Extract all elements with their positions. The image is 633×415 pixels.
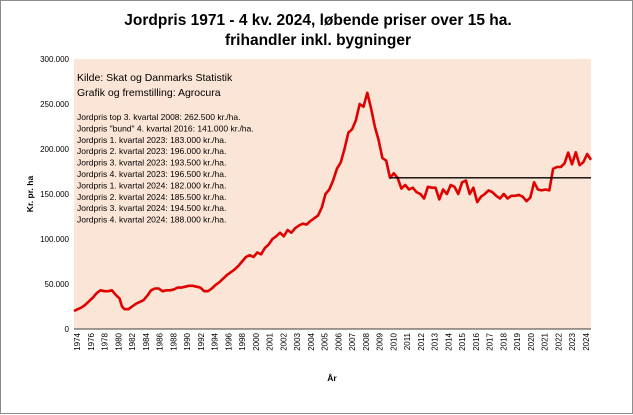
x-tick-label: 1986: [156, 332, 165, 350]
x-tick-label: 2023: [568, 332, 577, 350]
x-tick-label: 2007: [348, 332, 357, 350]
x-tick-label: 1998: [238, 332, 247, 350]
source-line-1: Kilde: Skat og Danmarks Statistik: [77, 72, 233, 84]
y-tick-label: 300.000: [40, 55, 69, 64]
x-tick-label: 2016: [472, 332, 481, 350]
x-tick-label: 2005: [321, 332, 330, 350]
x-tick-label: 1992: [197, 332, 206, 350]
x-tick-label: 1996: [224, 332, 233, 350]
note-line: Jordpris 3. kvartal 2023: 193.500 kr./ha…: [77, 158, 226, 168]
x-tick-label: 2000: [252, 332, 261, 350]
x-tick-label: 2017: [486, 332, 495, 350]
y-axis-title: Kr. pr. ha: [25, 176, 35, 213]
y-tick-label: 150.000: [40, 190, 69, 199]
x-tick-label: 2020: [527, 332, 536, 350]
note-line: Jordpris 4. kvartal 2024: 188.000 kr./ha…: [77, 215, 226, 225]
x-tick-label: 2014: [444, 332, 453, 350]
x-tick-label: 1984: [142, 332, 151, 350]
x-tick-label: 2008: [362, 332, 371, 350]
note-line: Jordpris top 3. kvartal 2008: 262.500 kr…: [77, 112, 241, 122]
y-axis-ticks: 0 50.000 100.000 150.000 200.000 250.000 300.0…: [40, 55, 69, 334]
x-axis-ticks: 1974 1976 1978 1980 1982 1984 1986 1988 1990 1992…: [73, 332, 591, 350]
note-line: Jordpris "bund" 4. kvartal 2016: 141.000…: [77, 123, 254, 133]
x-tick-label: 1982: [128, 332, 137, 350]
x-tick-label: 2011: [403, 332, 412, 350]
x-tick-label: 2022: [554, 332, 563, 350]
x-tick-label: 2004: [307, 332, 316, 350]
y-tick-label: 250.000: [40, 100, 69, 109]
x-tick-label: 2018: [499, 332, 508, 350]
y-tick-label: 100.000: [40, 235, 69, 244]
x-tick-label: 2024: [582, 332, 591, 350]
x-tick-label: 1990: [183, 332, 192, 350]
x-tick-label: 1988: [169, 332, 178, 350]
y-tick-label: 200.000: [40, 145, 69, 154]
x-tick-label: 2010: [389, 332, 398, 350]
chart-subtitle: frihandler inkl. bygninger: [225, 32, 411, 49]
y-tick-label: 0: [65, 325, 70, 334]
x-tick-label: 1974: [73, 332, 82, 350]
x-tick-label: 2003: [293, 332, 302, 350]
note-line: Jordpris 2. kvartal 2024: 185.500 kr./ha…: [77, 192, 226, 202]
note-line: Jordpris 1. kvartal 2024: 182.000 kr./ha…: [77, 180, 226, 190]
price-series-line: [73, 91, 593, 313]
x-tick-label: 1978: [101, 332, 110, 350]
notes-block: Jordpris top 3. kvartal 2008: 262.500 kr…: [77, 112, 254, 225]
x-tick-label: 2019: [513, 332, 522, 350]
note-line: Jordpris 4. kvartal 2023: 196.500 kr./ha…: [77, 169, 226, 179]
x-tick-label: 1994: [211, 332, 220, 350]
note-line: Jordpris 2. kvartal 2023: 196.000 kr./ha…: [77, 146, 226, 156]
x-tick-label: 2013: [431, 332, 440, 350]
y-tick-label: 50.000: [45, 280, 70, 289]
x-tick-label: 2001: [266, 332, 275, 350]
x-tick-label: 2009: [376, 332, 385, 350]
note-line: Jordpris 3. kvartal 2024: 194.500 kr./ha…: [77, 203, 226, 213]
x-tick-label: 1980: [114, 332, 123, 350]
series-layer: [73, 91, 593, 313]
x-tick-label: 1976: [87, 332, 96, 350]
source-line-2: Grafik og fremstilling: Agrocura: [77, 87, 221, 99]
x-axis-title: År: [327, 373, 337, 383]
note-line: Jordpris 1. kvartal 2023: 183.000 kr./ha…: [77, 135, 226, 145]
x-tick-label: 2015: [458, 332, 467, 350]
x-tick-label: 2006: [334, 332, 343, 350]
x-tick-label: 2021: [541, 332, 550, 350]
x-tick-label: 2012: [417, 332, 426, 350]
chart-title: Jordpris 1971 - 4 kv. 2024, løbende pris…: [124, 12, 511, 29]
x-tick-label: 2002: [279, 332, 288, 350]
